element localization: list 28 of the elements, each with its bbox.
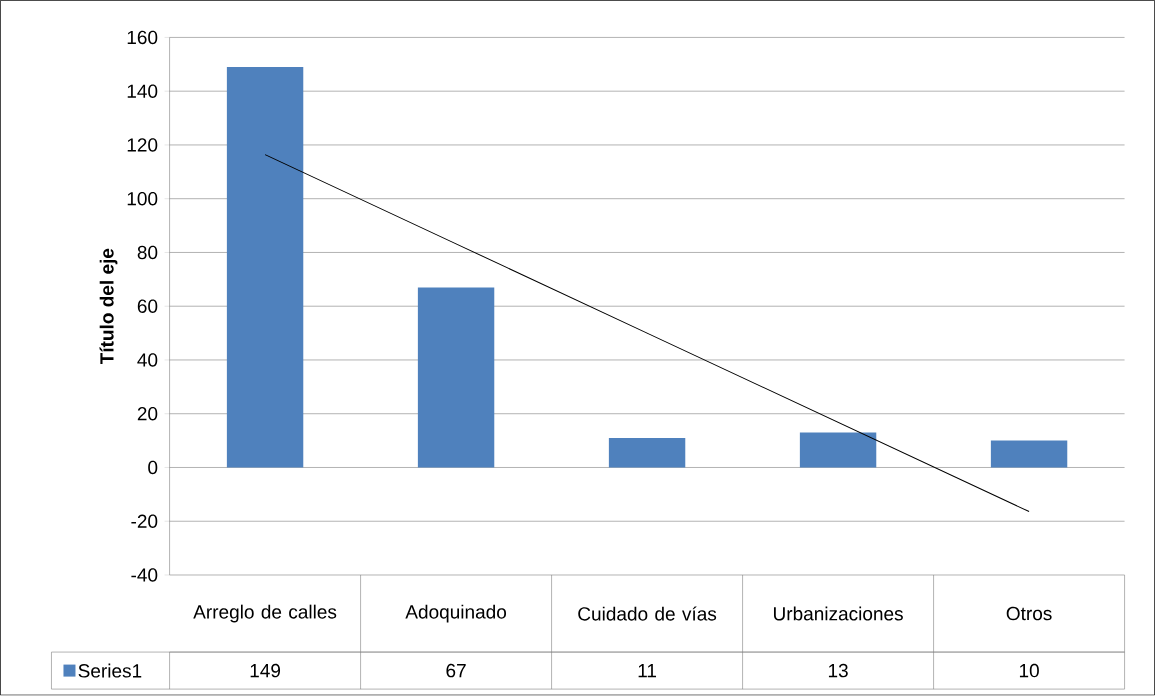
y-tick-label: 100 [127, 192, 158, 206]
y-tick-label: 120 [127, 138, 158, 152]
y-tick-label: 160 [127, 30, 158, 45]
data-label: 149 [250, 664, 281, 678]
bar [799, 432, 877, 468]
y-tick-label: 60 [137, 299, 158, 314]
bar [608, 438, 686, 468]
y-tick-label: 20 [137, 407, 158, 421]
bar [417, 287, 495, 468]
y-tick-label: 0 [148, 460, 158, 475]
y-tick-label: 140 [127, 84, 158, 99]
x-tick-label: Otros [1006, 607, 1052, 621]
data-label: 10 [1019, 664, 1039, 678]
y-tick-label: -20 [131, 514, 158, 529]
y-axis-title: Título del eje [99, 248, 118, 365]
x-tick-label: Adoquinado [405, 604, 507, 623]
data-label: 11 [638, 664, 657, 678]
x-tick-label: Arreglo de calles [193, 604, 337, 623]
legend-label: Series1 [78, 663, 142, 678]
x-tick-label: Cuidado de vías [578, 606, 717, 621]
data-label: 67 [446, 664, 466, 678]
bar [990, 440, 1068, 468]
x-tick-label: Urbanizaciones [773, 606, 903, 621]
y-tick-label: 80 [137, 245, 158, 260]
data-label: 13 [828, 664, 848, 678]
y-tick-label: -40 [131, 568, 158, 582]
bar [226, 67, 304, 468]
y-tick-label: 40 [137, 353, 158, 367]
